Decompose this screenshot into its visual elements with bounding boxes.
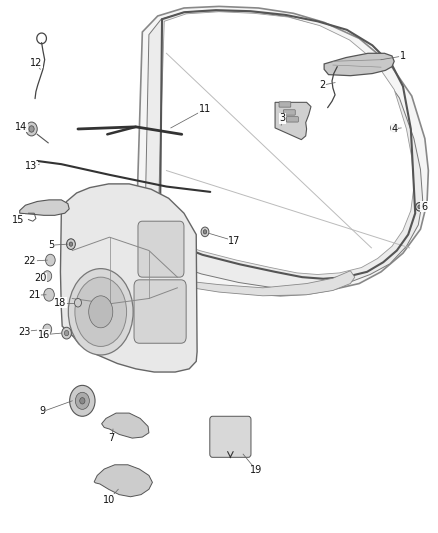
Ellipse shape <box>392 126 396 130</box>
Text: 20: 20 <box>34 273 46 283</box>
Ellipse shape <box>418 205 421 209</box>
Text: 11: 11 <box>199 104 211 114</box>
FancyBboxPatch shape <box>286 117 298 122</box>
Ellipse shape <box>70 385 95 416</box>
Ellipse shape <box>43 324 52 335</box>
FancyBboxPatch shape <box>210 416 251 457</box>
Text: 16: 16 <box>38 330 50 340</box>
Polygon shape <box>175 271 355 296</box>
Text: 12: 12 <box>30 58 42 68</box>
Ellipse shape <box>68 269 133 355</box>
Text: 7: 7 <box>109 433 115 443</box>
Ellipse shape <box>29 126 34 132</box>
Text: 19: 19 <box>250 465 262 475</box>
Text: 4: 4 <box>391 124 397 134</box>
Ellipse shape <box>26 122 37 136</box>
Polygon shape <box>20 200 69 215</box>
Ellipse shape <box>67 239 75 249</box>
Ellipse shape <box>203 230 207 234</box>
Text: 3: 3 <box>279 114 286 123</box>
Polygon shape <box>158 12 414 274</box>
Ellipse shape <box>43 271 52 281</box>
Ellipse shape <box>44 288 54 301</box>
Text: 2: 2 <box>319 80 325 90</box>
Polygon shape <box>275 102 311 140</box>
Ellipse shape <box>391 124 398 132</box>
Text: 14: 14 <box>15 122 27 132</box>
Text: 22: 22 <box>24 256 36 266</box>
Polygon shape <box>145 11 423 290</box>
Text: 1: 1 <box>400 51 406 61</box>
Ellipse shape <box>69 242 73 246</box>
FancyBboxPatch shape <box>134 280 186 343</box>
Ellipse shape <box>46 254 55 266</box>
FancyBboxPatch shape <box>283 110 295 115</box>
Polygon shape <box>102 413 149 438</box>
Ellipse shape <box>201 227 209 237</box>
Ellipse shape <box>75 277 127 346</box>
Ellipse shape <box>88 296 113 328</box>
Polygon shape <box>60 184 197 372</box>
Text: 13: 13 <box>25 161 38 171</box>
Polygon shape <box>324 53 394 76</box>
Text: 21: 21 <box>28 290 40 300</box>
FancyBboxPatch shape <box>138 221 184 277</box>
FancyBboxPatch shape <box>279 102 291 107</box>
Text: 6: 6 <box>421 202 427 212</box>
Text: 15: 15 <box>12 215 25 224</box>
Text: 17: 17 <box>228 236 240 246</box>
Text: 23: 23 <box>18 327 30 336</box>
Text: 5: 5 <box>49 240 55 250</box>
Ellipse shape <box>75 392 89 409</box>
Ellipse shape <box>416 203 424 211</box>
Ellipse shape <box>62 327 71 339</box>
Text: 18: 18 <box>54 298 67 308</box>
Ellipse shape <box>74 298 81 307</box>
Ellipse shape <box>80 398 85 404</box>
Ellipse shape <box>64 330 69 336</box>
Text: 9: 9 <box>40 407 46 416</box>
Text: 10: 10 <box>102 495 115 505</box>
Polygon shape <box>94 465 152 497</box>
Polygon shape <box>136 6 428 296</box>
